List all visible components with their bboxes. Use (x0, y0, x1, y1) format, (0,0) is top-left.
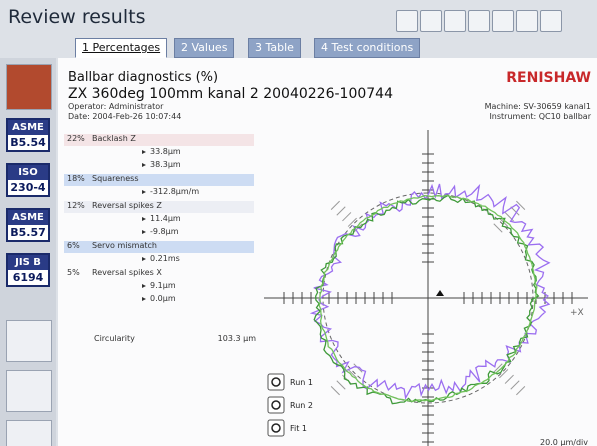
brand: RENISHAW (506, 70, 591, 86)
window-title: Review results (8, 6, 145, 28)
toolbar-button[interactable] (396, 10, 418, 32)
diagnostic-value: -9.8µm (150, 227, 179, 236)
diagnostic-value: 0.21ms (150, 254, 180, 263)
diagnostics: 22% Backlash Z 33.8µm 38.3µm 18% Squareness -3… (64, 134, 256, 424)
report-subtitle: ZX 360deg 100mm kanal 2 20040226-100744 (68, 86, 393, 102)
diagnostic-name: Backlash Z (92, 134, 136, 143)
diagonal-tick (354, 364, 362, 372)
tab[interactable]: 2 Values (174, 38, 234, 58)
legend-label: Run 1 (290, 378, 313, 387)
diagnostic-name: Reversal spikes Z (92, 201, 162, 210)
arrow (142, 257, 146, 261)
standard-code: B5.57 (8, 225, 48, 240)
diagnostic-value: 38.3µm (150, 160, 181, 169)
percent: 12% (67, 201, 85, 210)
report-title: Ballbar diagnostics (%) (68, 70, 218, 85)
legend-label: Fit 1 (290, 424, 307, 433)
machine: Machine: SV-30659 kanal1 (485, 102, 591, 111)
diagonal-tick (331, 386, 339, 394)
instrument: Instrument: QC10 ballbar (489, 112, 591, 121)
toolbar-button[interactable] (468, 10, 490, 32)
diagonal-tick (337, 381, 345, 389)
tab[interactable]: 4 Test conditions (314, 38, 420, 58)
polar-plot: Run 1 Run 2 Fit 1 +X 20.0 µm/div (258, 128, 597, 446)
arrow (142, 284, 146, 288)
standard-name: ASME (8, 210, 48, 225)
date: Date: 2004-Feb-26 10:07:44 (68, 112, 181, 121)
arrow (142, 163, 146, 167)
toolbar-button[interactable] (492, 10, 514, 32)
percent: 6% (67, 241, 80, 250)
tab[interactable]: 3 Table (248, 38, 301, 58)
arrow (142, 217, 146, 221)
toolbar-button[interactable] (540, 10, 562, 32)
standard-code: B5.54 (8, 135, 48, 150)
circularity-label: Circularity (94, 334, 135, 343)
origin-marker (436, 290, 444, 296)
arrow (142, 297, 146, 301)
nav-button[interactable] (6, 320, 52, 362)
circularity-value: 103.3 µm (218, 334, 256, 343)
legend-icon (268, 420, 284, 436)
standard-code: 6194 (8, 270, 48, 285)
arrow (142, 150, 146, 154)
toolbar-button[interactable] (420, 10, 442, 32)
tab[interactable]: 1 Percentages (75, 38, 167, 58)
diagonal-tick (505, 375, 513, 383)
diagonal-tick (494, 224, 502, 232)
axis-label: +X (570, 308, 584, 318)
diagnostic-value: 9.1µm (150, 281, 176, 290)
app-window: Review results 1 Percentages 2 Values 3 … (0, 0, 597, 446)
diagnostic-value: 33.8µm (150, 147, 181, 156)
diagnostic-value: 11.4µm (150, 214, 181, 223)
diagnostic-value: -312.8µm/m (150, 187, 199, 196)
diagonal-tick (342, 212, 350, 220)
toolbar-button[interactable] (516, 10, 538, 32)
diagnostic-value: 0.0µm (150, 294, 176, 303)
standard-code: 230-4 (8, 180, 48, 195)
percent: 5% (67, 268, 80, 277)
standard-name: ISO (8, 165, 48, 180)
diagonal-tick (331, 201, 339, 209)
nav-button[interactable] (6, 420, 52, 446)
diagonal-tick (511, 381, 519, 389)
arrow (142, 190, 146, 194)
home-button[interactable] (6, 370, 52, 412)
legend-icon (268, 374, 284, 390)
standard-name: ASME (8, 120, 48, 135)
diagonal-tick (337, 207, 345, 215)
percent: 22% (67, 134, 85, 143)
toolbar-button[interactable] (444, 10, 466, 32)
logo-button[interactable] (6, 64, 52, 110)
percent: 18% (67, 174, 85, 183)
legend-label: Run 2 (290, 401, 313, 410)
operator: Operator: Administrator (68, 102, 163, 111)
standard-name: JIS B (8, 255, 48, 270)
diagonal-tick (516, 386, 524, 394)
diagnostic-name: Reversal spikes X (92, 268, 162, 277)
diagnostic-name: Squareness (92, 174, 139, 183)
arrow (142, 230, 146, 234)
diagnostic-name: Servo mismatch (92, 241, 157, 250)
legend-icon (268, 397, 284, 413)
scale-label: 20.0 µm/div (540, 438, 588, 446)
